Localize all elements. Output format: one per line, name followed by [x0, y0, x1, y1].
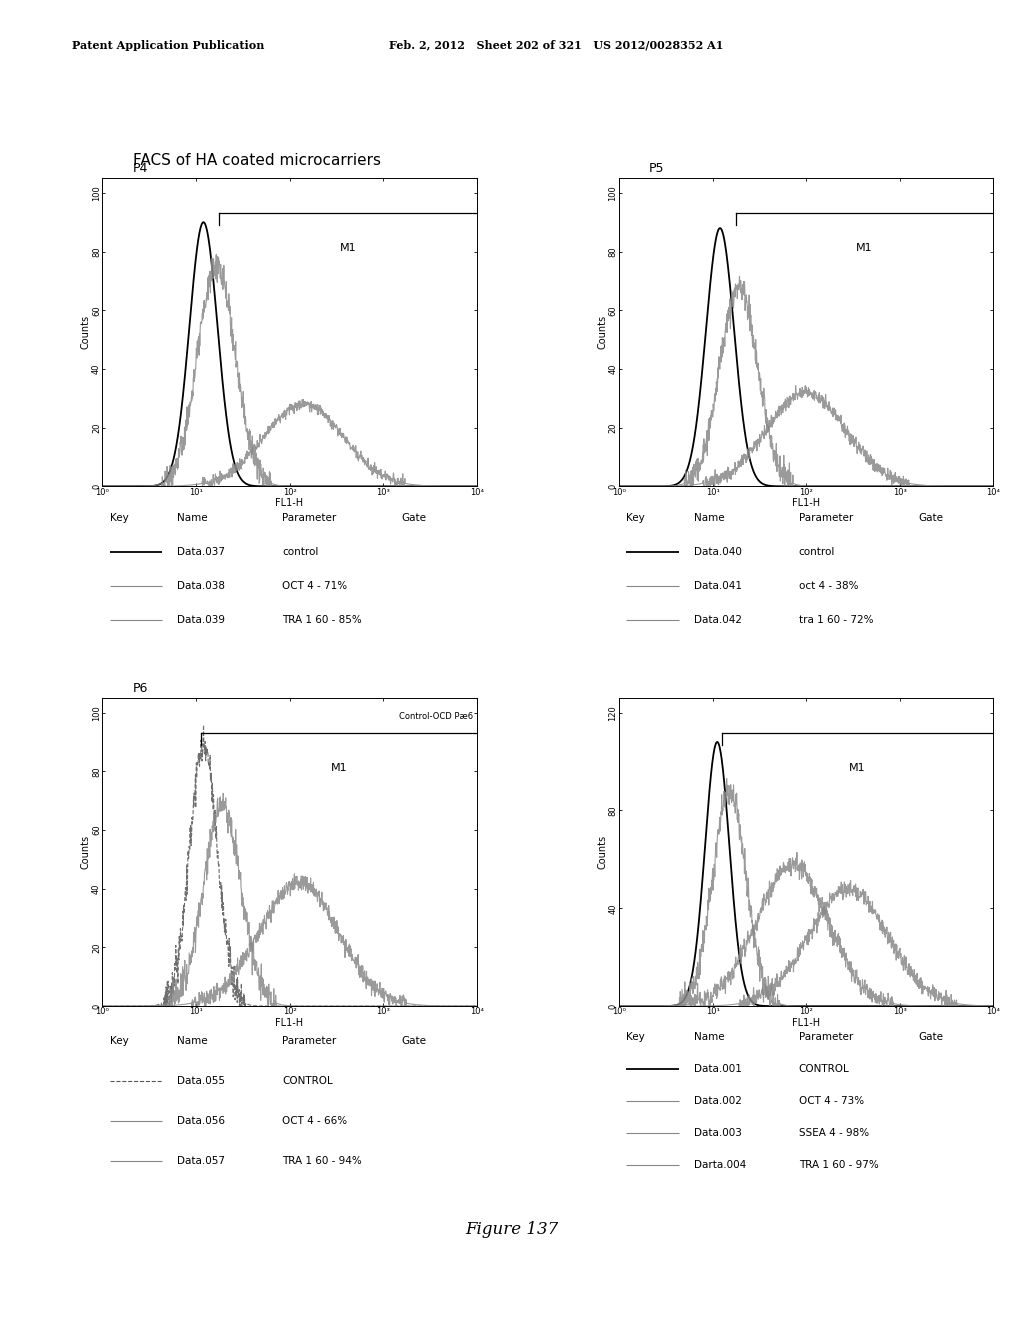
- X-axis label: FL1-H: FL1-H: [275, 498, 304, 508]
- Y-axis label: Counts: Counts: [597, 836, 607, 869]
- Text: P6: P6: [132, 682, 147, 694]
- Text: TRA 1 60 - 94%: TRA 1 60 - 94%: [282, 1156, 361, 1167]
- Text: OCT 4 - 71%: OCT 4 - 71%: [282, 581, 347, 591]
- Text: Data.056: Data.056: [177, 1117, 225, 1126]
- Text: CONTROL: CONTROL: [282, 1076, 333, 1086]
- Text: Parameter: Parameter: [282, 1036, 336, 1047]
- Text: Key: Key: [110, 513, 129, 523]
- Text: P5: P5: [649, 162, 665, 176]
- Text: Data.003: Data.003: [694, 1129, 741, 1138]
- X-axis label: FL1-H: FL1-H: [792, 498, 820, 508]
- Text: Gate: Gate: [401, 513, 427, 523]
- Text: Data.057: Data.057: [177, 1156, 225, 1167]
- Text: Parameter: Parameter: [282, 513, 336, 523]
- Text: Data.042: Data.042: [694, 615, 741, 626]
- Text: Control-OCD Pæ6: Control-OCD Pæ6: [399, 713, 473, 722]
- Text: Data.037: Data.037: [177, 548, 225, 557]
- Y-axis label: Counts: Counts: [81, 836, 90, 869]
- Text: Parameter: Parameter: [799, 1032, 853, 1043]
- Text: Data.038: Data.038: [177, 581, 225, 591]
- Text: Gate: Gate: [919, 513, 943, 523]
- Text: M1: M1: [849, 763, 866, 772]
- Y-axis label: Counts: Counts: [597, 315, 607, 350]
- Text: Feb. 2, 2012   Sheet 202 of 321   US 2012/0028352 A1: Feb. 2, 2012 Sheet 202 of 321 US 2012/00…: [389, 40, 724, 51]
- Text: Name: Name: [177, 513, 208, 523]
- Text: Data.002: Data.002: [694, 1097, 741, 1106]
- Text: Data.055: Data.055: [177, 1076, 225, 1086]
- Text: Gate: Gate: [919, 1032, 943, 1043]
- Text: P4: P4: [132, 162, 147, 176]
- Text: oct 4 - 38%: oct 4 - 38%: [799, 581, 858, 591]
- Text: control: control: [799, 548, 835, 557]
- Text: control: control: [282, 548, 318, 557]
- Text: Parameter: Parameter: [799, 513, 853, 523]
- Text: Name: Name: [694, 1032, 724, 1043]
- Text: Data.040: Data.040: [694, 548, 741, 557]
- Y-axis label: Counts: Counts: [81, 315, 90, 350]
- Text: M1: M1: [856, 243, 872, 252]
- Text: CONTROL: CONTROL: [799, 1064, 849, 1074]
- Text: Data.041: Data.041: [694, 581, 741, 591]
- Text: TRA 1 60 - 85%: TRA 1 60 - 85%: [282, 615, 361, 626]
- Text: Key: Key: [627, 513, 645, 523]
- Text: Name: Name: [177, 1036, 208, 1047]
- Text: OCT 4 - 66%: OCT 4 - 66%: [282, 1117, 347, 1126]
- Text: Name: Name: [694, 513, 724, 523]
- Text: Gate: Gate: [401, 1036, 427, 1047]
- Text: Key: Key: [110, 1036, 129, 1047]
- Text: SSEA 4 - 98%: SSEA 4 - 98%: [799, 1129, 868, 1138]
- Text: Data.001: Data.001: [694, 1064, 741, 1074]
- Text: FACS of HA coated microcarriers: FACS of HA coated microcarriers: [133, 153, 381, 168]
- Text: TRA 1 60 - 97%: TRA 1 60 - 97%: [799, 1160, 879, 1171]
- Text: tra 1 60 - 72%: tra 1 60 - 72%: [799, 615, 873, 626]
- Text: Figure 137: Figure 137: [465, 1221, 559, 1238]
- Text: M1: M1: [340, 243, 356, 252]
- Text: Key: Key: [627, 1032, 645, 1043]
- X-axis label: FL1-H: FL1-H: [792, 1018, 820, 1028]
- Text: OCT 4 - 73%: OCT 4 - 73%: [799, 1097, 864, 1106]
- Text: Patent Application Publication: Patent Application Publication: [72, 40, 264, 51]
- Text: M1: M1: [331, 763, 347, 772]
- Text: Data.039: Data.039: [177, 615, 225, 626]
- Text: Darta.004: Darta.004: [694, 1160, 746, 1171]
- X-axis label: FL1-H: FL1-H: [275, 1018, 304, 1028]
